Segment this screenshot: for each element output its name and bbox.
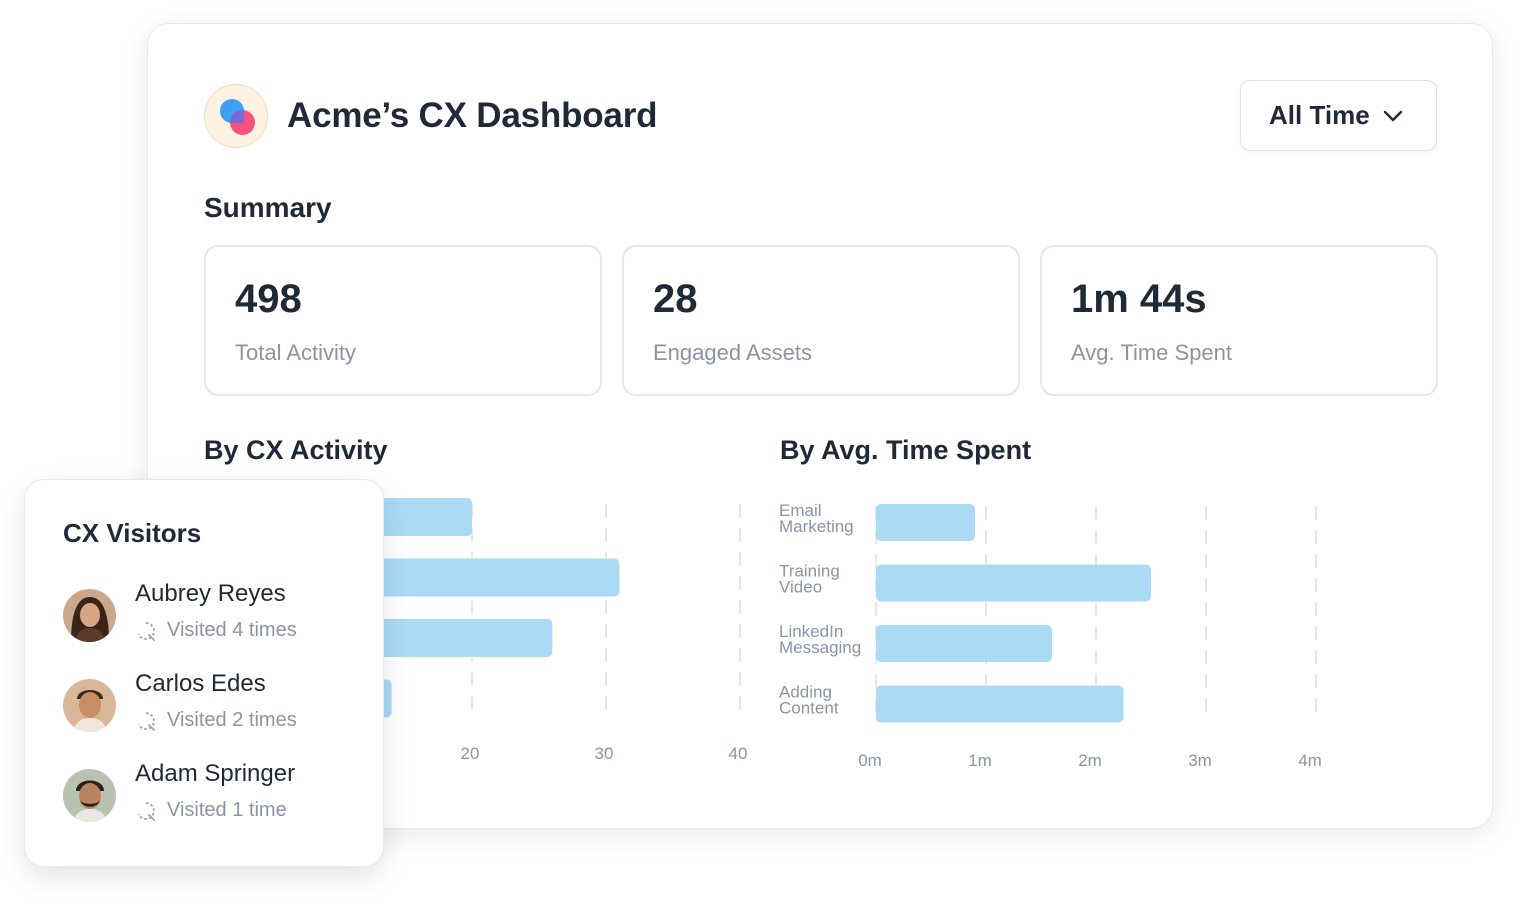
page-title: Acme’s CX Dashboard <box>287 96 658 135</box>
engaged-assets-value: 28 <box>653 277 698 321</box>
total-activity-label: Total Activity <box>235 340 357 365</box>
engaged-assets-label: Engaged Assets <box>653 340 813 365</box>
visitor-visits: Visited 4 times <box>135 619 297 642</box>
chevron-down-icon <box>1383 110 1403 122</box>
total-activity-value: 498 <box>235 277 302 321</box>
bar[interactable] <box>876 685 1124 723</box>
engaged-assets-card: 28 Engaged Assets <box>622 245 1020 396</box>
tick-label: 3m <box>1188 751 1212 770</box>
visitor-visit-count: Visited 1 time <box>167 799 287 821</box>
category-label: Training Video <box>779 562 840 597</box>
tick-label: 2m <box>1078 751 1102 770</box>
acme-logo-icon <box>204 84 268 148</box>
avatar <box>63 679 116 732</box>
tick-label: 30 <box>595 744 614 763</box>
time-range-dropdown[interactable]: All Time <box>1240 80 1437 151</box>
tick-label: 20 <box>461 744 480 763</box>
bar[interactable] <box>876 625 1052 662</box>
time-range-selected: All Time <box>1269 100 1370 130</box>
visitor-visits: Visited 1 time <box>135 799 287 822</box>
category-label: Adding Content <box>779 683 839 718</box>
visitor-name: Carlos Edes <box>135 670 266 697</box>
cx-activity-chart-title: By CX Activity <box>204 435 388 465</box>
avatar <box>63 589 116 642</box>
avg-time-chart-title: By Avg. Time Spent <box>780 435 1032 465</box>
cx-visitors-heading: CX Visitors <box>63 518 202 548</box>
tick-label: 0m <box>858 751 882 770</box>
avatar <box>63 769 116 822</box>
history-icon <box>137 621 155 641</box>
cx-visitors-panel: CX Visitors Aubrey Reyes Visited 4 times <box>24 479 384 867</box>
visitor-row[interactable]: Adam Springer Visited 1 time <box>63 760 363 822</box>
visitor-visits: Visited 2 times <box>135 709 297 732</box>
total-activity-card: 498 Total Activity <box>204 245 602 396</box>
summary-heading: Summary <box>204 192 332 223</box>
bar[interactable] <box>876 504 975 541</box>
category-label: Email Marketing <box>779 501 854 536</box>
avg-time-label: Avg. Time Spent <box>1071 340 1233 365</box>
visitor-row[interactable]: Aubrey Reyes Visited 4 times <box>63 580 363 642</box>
avg-time-chart: Email Marketing Training Video LinkedIn Messa… <box>779 501 1322 770</box>
tick-label: 1m <box>968 751 992 770</box>
history-icon <box>137 711 155 731</box>
visitor-visit-count: Visited 2 times <box>167 709 297 731</box>
visitor-name: Adam Springer <box>135 760 296 787</box>
visitor-name: Aubrey Reyes <box>135 580 286 607</box>
visitor-row[interactable]: Carlos Edes Visited 2 times <box>63 670 363 732</box>
tick-label: 40 <box>729 744 748 763</box>
history-icon <box>137 801 155 821</box>
avg-time-value: 1m 44s <box>1071 277 1207 321</box>
avg-time-card: 1m 44s Avg. Time Spent <box>1040 245 1438 396</box>
tick-label: 4m <box>1298 751 1322 770</box>
visitor-visit-count: Visited 4 times <box>167 619 297 641</box>
bar[interactable] <box>876 564 1151 602</box>
category-label: LinkedIn Messaging <box>779 622 861 657</box>
